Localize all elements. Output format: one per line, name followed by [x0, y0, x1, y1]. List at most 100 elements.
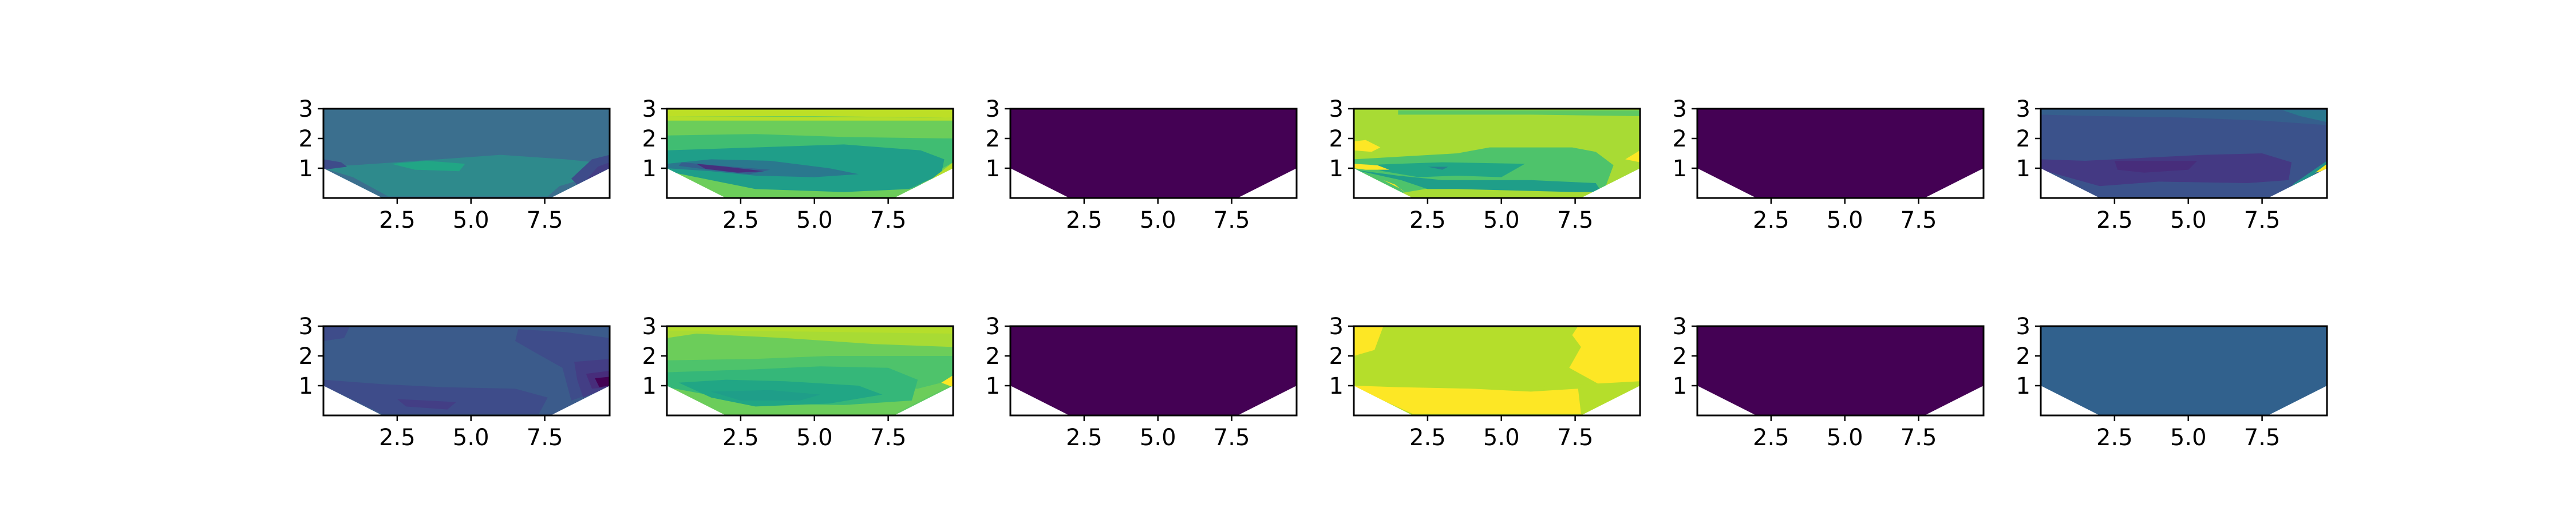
plot-svg: 2.5 5.0 7.5 1 2 3 [642, 314, 954, 451]
x-tick-label: 7.5 [1214, 425, 1250, 451]
subplot-row2-col1: 2.5 5.0 7.5 1 2 3 [283, 314, 621, 455]
y-tick-label: 2 [299, 126, 313, 152]
x-tick-label: 2.5 [379, 425, 416, 451]
subplot-row1-col3: 2.5 5.0 7.5 1 2 3 [970, 96, 1308, 238]
y-tick-label: 3 [299, 96, 313, 122]
axes-frame [1696, 108, 1985, 199]
x-tick-label: 5.0 [1827, 425, 1863, 451]
y-tick-label: 2 [642, 126, 657, 152]
subplot-row2-col3: 2.5 5.0 7.5 1 2 3 [970, 314, 1308, 455]
y-tick-label: 2 [1673, 126, 1687, 152]
contour-region-0 [1398, 110, 1640, 116]
y-tick-label: 2 [2016, 343, 2030, 370]
x-tick-label: 5.0 [1827, 207, 1863, 233]
plot-svg: 2.5 5.0 7.5 1 2 3 [2016, 314, 2328, 451]
contour-region-6 [595, 377, 610, 387]
x-tick-label: 5.0 [2170, 207, 2207, 233]
y-tick-label: 1 [642, 373, 657, 399]
x-tick-label: 2.5 [1066, 425, 1103, 451]
x-tick-label: 7.5 [527, 207, 563, 233]
contour-region-3 [1354, 169, 1602, 192]
x-tick-label: 7.5 [527, 425, 563, 451]
y-tick-label: 3 [1673, 96, 1687, 122]
plot-svg: 2.5 5.0 7.5 1 2 3 [986, 314, 1298, 451]
y-tick-label: 2 [986, 126, 1000, 152]
subplot-row1-col2: 2.5 5.0 7.5 1 2 3 [627, 96, 965, 238]
x-tick-label: 7.5 [1901, 207, 1937, 233]
x-tick-label: 5.0 [1483, 425, 1520, 451]
plot-svg: 2.5 5.0 7.5 1 2 3 [299, 314, 611, 451]
contour-region-2 [1354, 386, 1581, 414]
contour-region-5 [711, 390, 821, 401]
plot-svg: 2.5 5.0 7.5 1 2 3 [1329, 96, 1641, 233]
plot-svg: 2.5 5.0 7.5 1 2 3 [2016, 96, 2328, 233]
contour-region-3 [571, 154, 610, 185]
x-tick-label: 2.5 [1753, 207, 1789, 233]
x-tick-label: 7.5 [2244, 425, 2281, 451]
y-tick-label: 1 [986, 373, 1000, 399]
y-tick-label: 3 [299, 314, 313, 340]
subplot-row1-col4: 2.5 5.0 7.5 1 2 3 [1314, 96, 1652, 238]
x-tick-label: 2.5 [1066, 207, 1103, 233]
subplot-row1-col6: 2.5 5.0 7.5 1 2 3 [2001, 96, 2338, 238]
axes-frame [322, 108, 611, 199]
contour-region-4 [1354, 140, 1381, 152]
contour-base-fill [1697, 109, 1984, 198]
contour-base-fill [2041, 326, 2327, 415]
contour-region-7 [941, 375, 953, 387]
y-tick-label: 2 [1329, 126, 1344, 152]
contour-region-0 [2041, 109, 2327, 125]
plot-svg: 2.5 5.0 7.5 1 2 3 [642, 96, 954, 233]
y-tick-label: 1 [1329, 156, 1344, 182]
axes-frame [322, 325, 611, 417]
subplot-row2-col5: 2.5 5.0 7.5 1 2 3 [1657, 314, 1995, 455]
y-tick-label: 2 [1673, 343, 1687, 370]
y-tick-label: 2 [2016, 126, 2030, 152]
plot-svg: 2.5 5.0 7.5 1 2 3 [1673, 96, 1985, 233]
axes-frame [2040, 325, 2328, 417]
x-tick-label: 5.0 [453, 425, 489, 451]
y-tick-label: 1 [1329, 373, 1344, 399]
x-tick-label: 2.5 [1409, 425, 1446, 451]
contour-region-0 [1354, 326, 1384, 356]
axes-frame [666, 325, 954, 417]
contour-region-4 [667, 159, 859, 177]
subplot-row1-col1: 2.5 5.0 7.5 1 2 3 [283, 96, 621, 238]
y-tick-label: 2 [299, 343, 313, 370]
contour-base-fill [1010, 326, 1297, 415]
subplot-row1-col5: 2.5 5.0 7.5 1 2 3 [1657, 96, 1995, 238]
y-tick-label: 3 [1673, 314, 1687, 340]
contour-region-9 [1427, 167, 1448, 170]
x-tick-label: 7.5 [870, 425, 907, 451]
x-tick-label: 7.5 [870, 207, 907, 233]
contour-region-0 [667, 109, 953, 118]
y-tick-label: 1 [642, 156, 657, 182]
contour-region-0 [323, 326, 350, 341]
x-tick-label: 2.5 [1409, 207, 1446, 233]
contour-region-5 [1354, 164, 1389, 170]
axes-frame [1009, 325, 1298, 417]
y-tick-label: 3 [2016, 96, 2030, 122]
x-tick-label: 7.5 [2244, 207, 2281, 233]
x-tick-label: 2.5 [2096, 425, 2133, 451]
contour-region-2 [1362, 162, 1525, 177]
y-tick-label: 3 [642, 314, 657, 340]
contour-region-4 [586, 162, 610, 180]
contour-region-6 [696, 164, 765, 173]
y-tick-label: 3 [642, 96, 657, 122]
contour-region-6 [897, 384, 953, 414]
axes-frame [1009, 108, 1298, 199]
x-tick-label: 5.0 [453, 207, 489, 233]
contour-region-0 [323, 154, 610, 197]
x-tick-label: 2.5 [379, 207, 416, 233]
contour-region-2 [323, 159, 347, 170]
plot-svg: 2.5 5.0 7.5 1 2 3 [986, 96, 1298, 233]
y-tick-label: 3 [2016, 314, 2030, 340]
x-tick-label: 2.5 [722, 425, 759, 451]
y-tick-label: 1 [2016, 373, 2030, 399]
y-tick-label: 2 [1329, 343, 1344, 370]
x-tick-label: 5.0 [2170, 425, 2207, 451]
axes-frame [1353, 325, 1641, 417]
y-tick-label: 1 [299, 373, 313, 399]
